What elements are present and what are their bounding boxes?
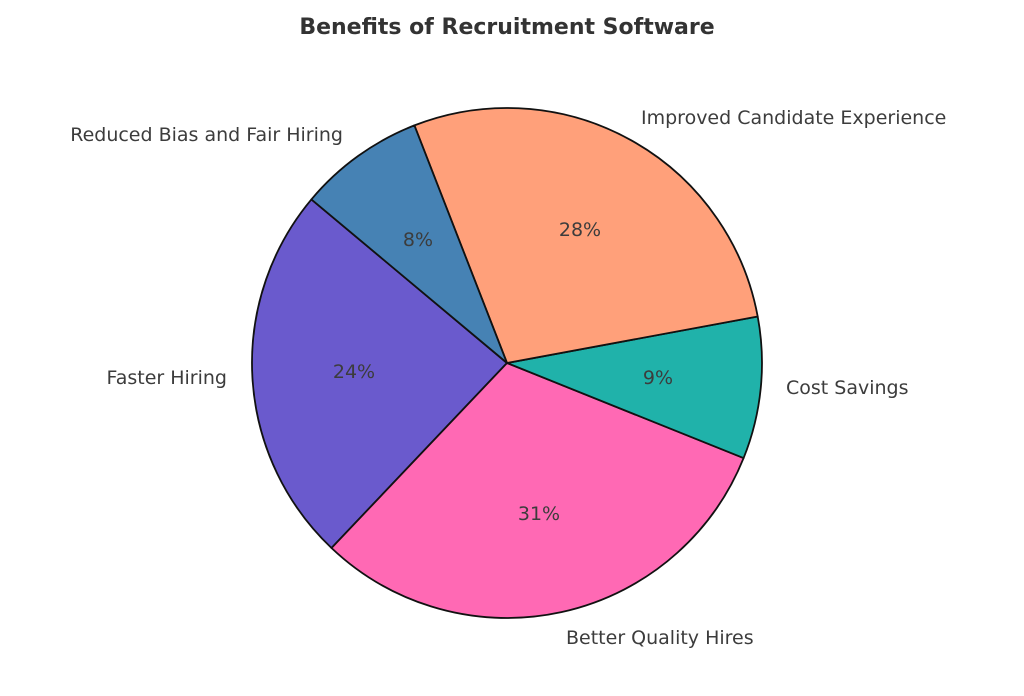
slice-reduced-bias bbox=[310, 124, 508, 364]
pct-label-reduced-bias: 8% bbox=[403, 229, 433, 251]
pct-label-better-quality-hires: 31% bbox=[518, 503, 560, 525]
slice-improved-candidate-experience bbox=[413, 107, 759, 364]
chart-title: Benefits of Recruitment Software bbox=[299, 15, 714, 40]
pct-label-improved-candidate-experience: 28% bbox=[559, 219, 601, 241]
pie bbox=[251, 107, 763, 619]
label-better-quality-hires: Better Quality Hires bbox=[566, 627, 754, 649]
category-labels: Faster Hiring Better Quality Hires Cost … bbox=[70, 107, 946, 649]
label-cost-savings: Cost Savings bbox=[786, 377, 909, 399]
label-improved-candidate-experience: Improved Candidate Experience bbox=[641, 107, 946, 129]
pct-label-faster-hiring: 24% bbox=[333, 361, 375, 383]
label-reduced-bias: Reduced Bias and Fair Hiring bbox=[70, 124, 343, 146]
pct-label-cost-savings: 9% bbox=[643, 367, 673, 389]
label-faster-hiring: Faster Hiring bbox=[107, 367, 227, 389]
slice-better-quality-hires bbox=[330, 362, 745, 619]
slice-faster-hiring bbox=[251, 198, 508, 549]
percent-labels: 24% 31% 9% 28% 8% bbox=[333, 219, 673, 525]
